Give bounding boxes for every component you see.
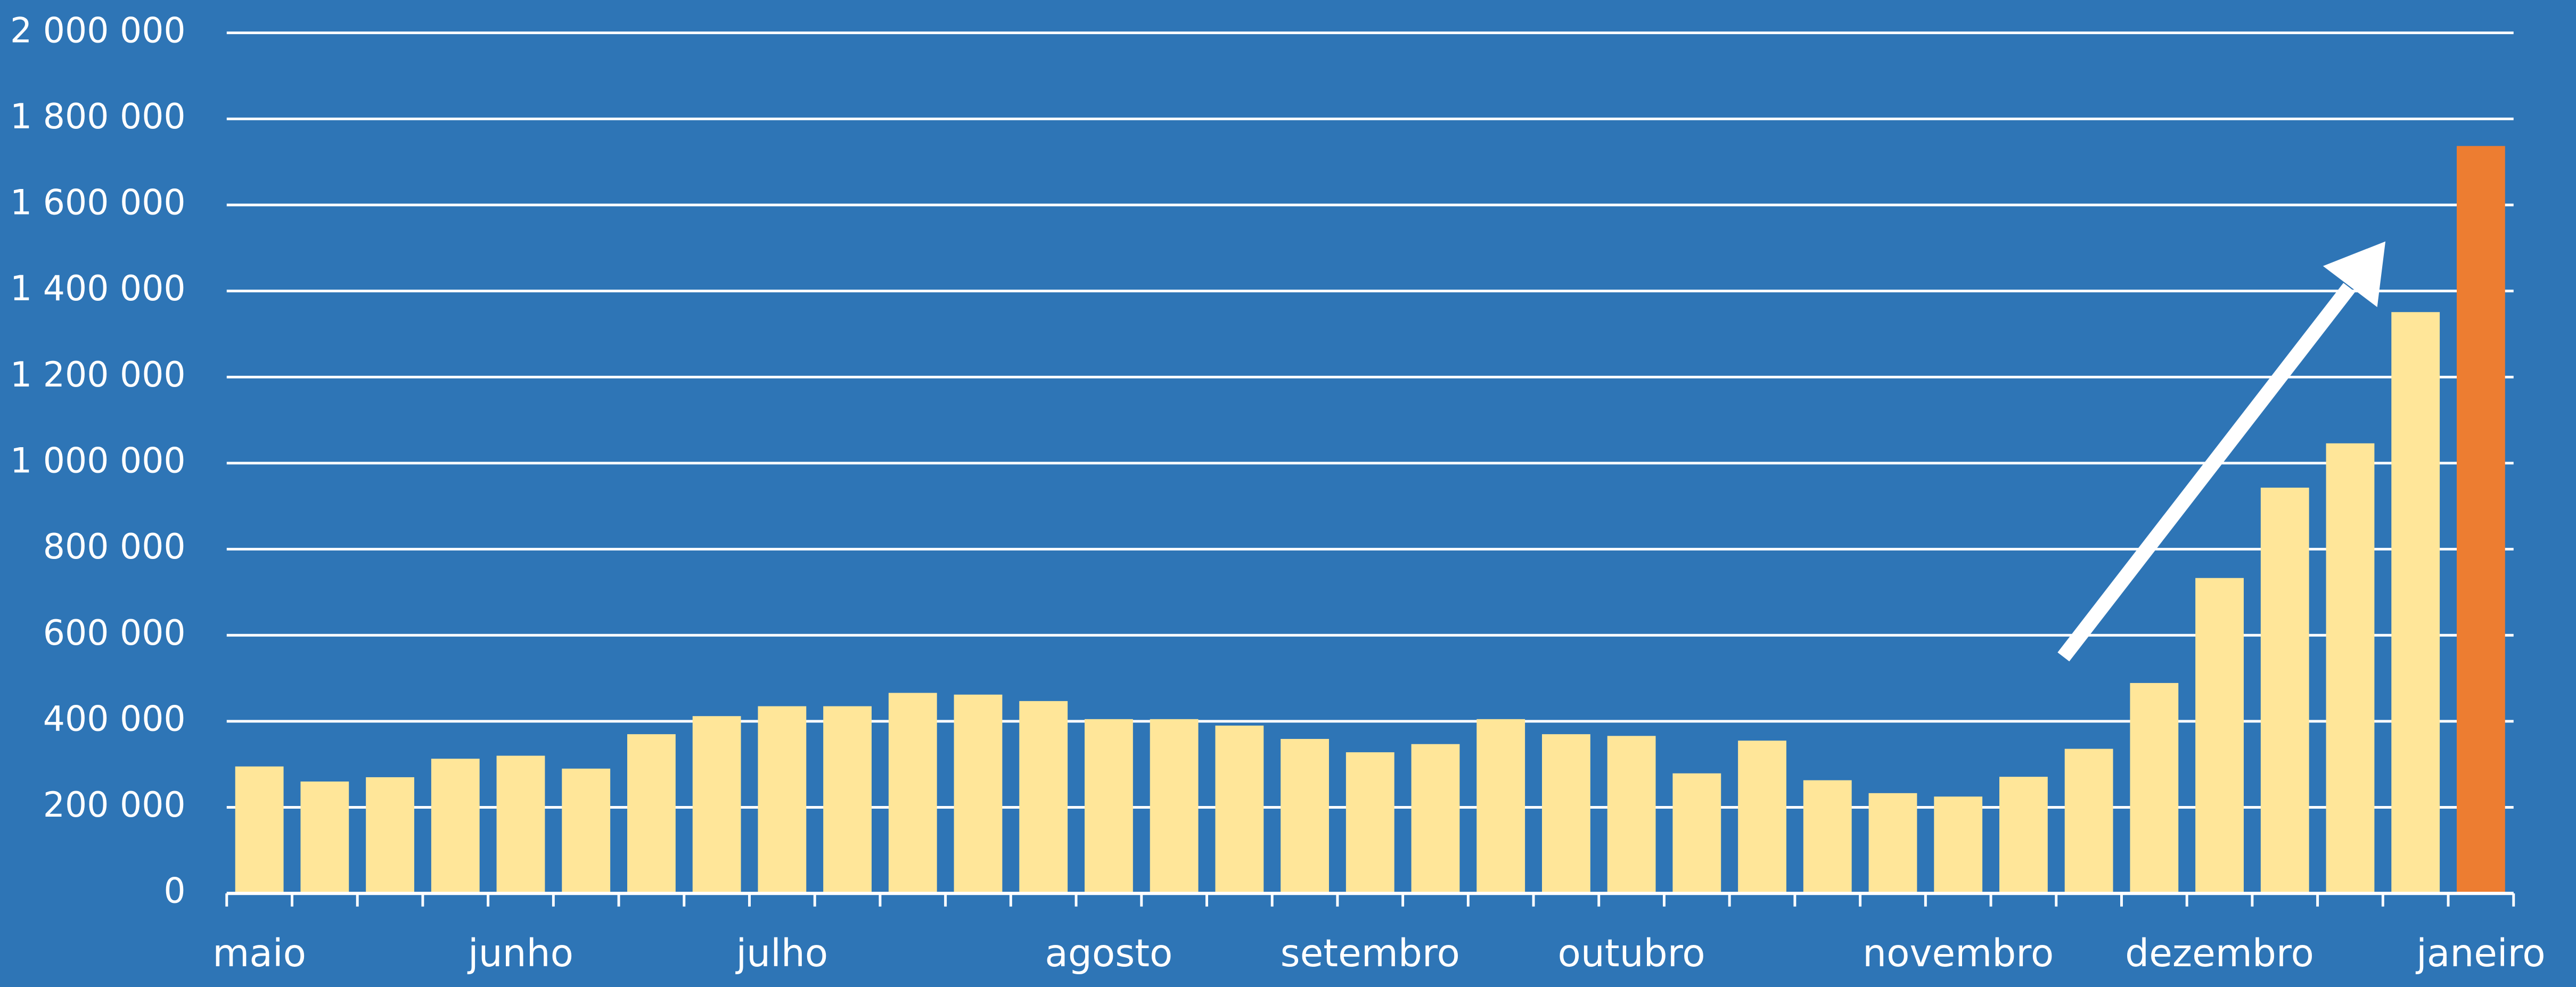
bar xyxy=(1868,793,1917,894)
bar xyxy=(1085,719,1133,894)
bar xyxy=(758,706,807,894)
y-tick-label: 2 000 000 xyxy=(10,11,186,51)
bar xyxy=(1411,744,1460,894)
x-tick-label: novembro xyxy=(1863,931,2054,975)
x-tick-label: julho xyxy=(735,931,828,975)
x-tick-label: maio xyxy=(212,931,306,975)
y-tick-label: 1 200 000 xyxy=(10,355,186,395)
y-tick-label: 400 000 xyxy=(43,699,186,739)
bar xyxy=(1150,719,1199,894)
labels: 0 200 000 400 000 600 000 800 000 1 000 000 1 … xyxy=(10,11,2546,975)
bar xyxy=(1738,741,1786,894)
x-tick-label: dezembro xyxy=(2125,931,2314,975)
bar xyxy=(888,693,937,894)
bar xyxy=(235,766,284,894)
x-tick-label: outubro xyxy=(1558,931,1705,975)
bar xyxy=(1803,780,1852,894)
bar xyxy=(1607,736,1656,894)
y-tick-label: 600 000 xyxy=(43,613,186,653)
y-tick-label: 1 800 000 xyxy=(10,97,186,137)
bar xyxy=(2064,749,2113,894)
y-tick-label: 800 000 xyxy=(43,527,186,567)
bar xyxy=(2260,487,2309,894)
x-tick-label: janeiro xyxy=(2415,931,2546,975)
arrow-head xyxy=(2323,241,2386,307)
y-tick-label: 200 000 xyxy=(43,785,186,825)
bar xyxy=(2391,312,2440,894)
bar xyxy=(2130,682,2179,894)
y-tick-label: 1 400 000 xyxy=(10,269,186,309)
bar xyxy=(1019,701,1068,894)
bars xyxy=(235,146,2505,894)
bar xyxy=(562,768,611,894)
bar xyxy=(300,782,349,894)
bar xyxy=(2326,443,2375,894)
arrow-shaft xyxy=(2057,283,2356,662)
bar xyxy=(1999,777,2048,894)
bar xyxy=(823,706,872,894)
bar xyxy=(1476,719,1525,894)
bar xyxy=(366,777,414,894)
y-tick-label: 0 xyxy=(163,871,185,911)
y-tick-label: 1 600 000 xyxy=(10,183,186,223)
bar xyxy=(1672,773,1721,894)
trend-arrow xyxy=(2057,241,2386,662)
bar xyxy=(1215,725,1264,894)
bar xyxy=(1281,739,1329,894)
x-tick-label: agosto xyxy=(1045,931,1172,975)
x-tick-label: junho xyxy=(467,931,573,975)
bar xyxy=(627,734,676,894)
bar xyxy=(496,755,545,894)
bar xyxy=(2456,146,2505,894)
bar xyxy=(1934,796,1983,894)
x-axis xyxy=(225,892,2515,907)
x-tick-label: setembro xyxy=(1281,931,1460,975)
bar xyxy=(431,759,480,894)
bar xyxy=(692,716,741,894)
bar xyxy=(1542,734,1590,894)
bar xyxy=(1346,752,1394,894)
bar xyxy=(2195,578,2244,894)
bar xyxy=(954,694,1003,894)
y-tick-label: 1 000 000 xyxy=(10,441,186,481)
